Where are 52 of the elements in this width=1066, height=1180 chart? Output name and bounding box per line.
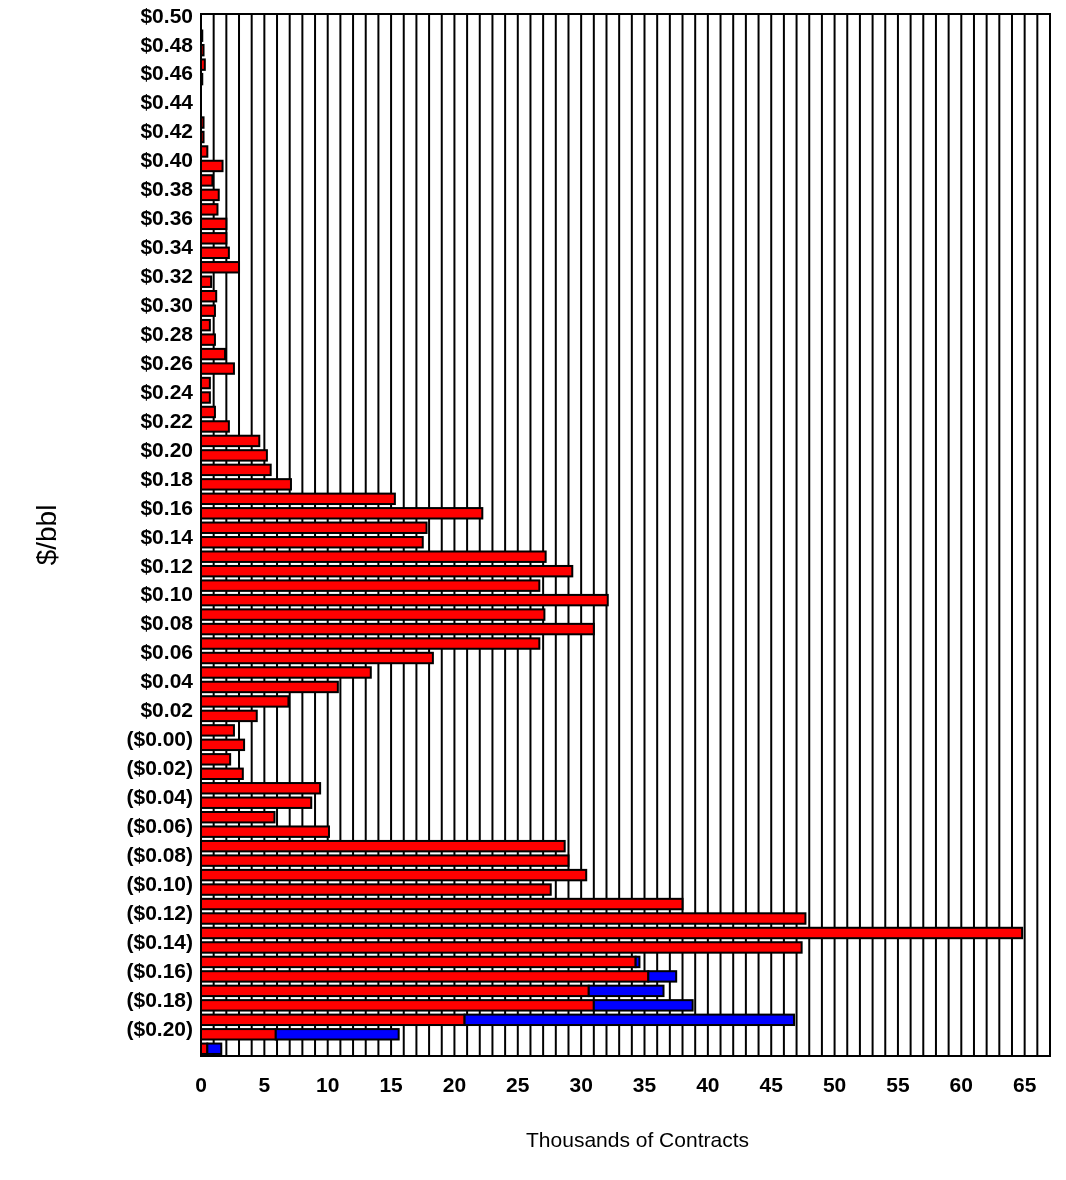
x-tick-label: 50	[822, 1073, 847, 1096]
y-tick-label: $0.10	[140, 582, 193, 606]
y-tick-label: ($0.12)	[126, 900, 193, 924]
y-tick-label: $0.06	[140, 640, 193, 664]
x-tick-label: 40	[696, 1073, 720, 1096]
y-tick-label: $0.28	[140, 321, 194, 345]
y-axis-title: $/bbl	[31, 504, 62, 566]
y-tick-label: $0.40	[140, 148, 193, 172]
y-tick-label: $0.16	[140, 495, 193, 519]
y-tick-label: ($0.20)	[126, 1016, 193, 1040]
y-tick-label: ($0.04)	[126, 785, 193, 809]
y-tick-label: ($0.08)	[126, 842, 193, 866]
y-tick-label: $0.04	[140, 669, 194, 693]
x-tick-label: 60	[949, 1073, 973, 1096]
y-tick-label: $0.46	[140, 61, 193, 85]
x-tick-label: 45	[759, 1073, 784, 1096]
x-tick-label: 35	[632, 1073, 657, 1096]
y-tick-label: ($0.00)	[126, 727, 193, 751]
x-tick-label: 5	[258, 1073, 271, 1096]
y-tick-label: $0.24	[140, 379, 194, 403]
y-tick-label: $0.50	[140, 3, 193, 27]
x-tick-label: 55	[886, 1073, 910, 1096]
y-tick-label: ($0.18)	[126, 987, 193, 1011]
y-tick-label: $0.36	[140, 206, 193, 230]
y-tick-label: $0.42	[140, 119, 193, 143]
y-tick-label: $0.38	[140, 177, 194, 201]
x-axis-title: Thousands of Contracts	[526, 1128, 749, 1151]
y-tick-label: $0.08	[140, 611, 194, 635]
y-tick-label: $0.48	[140, 32, 194, 56]
y-tick-label: $0.14	[140, 524, 194, 548]
y-tick-label: $0.22	[140, 408, 193, 432]
y-tick-label: ($0.10)	[126, 871, 193, 895]
x-tick-label: 20	[442, 1073, 467, 1096]
x-tick-label: 0	[195, 1073, 207, 1096]
y-tick-label: $0.18	[140, 466, 194, 490]
y-tick-label: ($0.06)	[126, 814, 193, 838]
y-tick-label: $0.30	[140, 293, 193, 317]
y-tick-label: ($0.02)	[126, 756, 193, 780]
x-tick-label: 30	[569, 1073, 593, 1096]
y-tick-label: ($0.16)	[126, 958, 193, 982]
y-tick-label: $0.02	[140, 698, 193, 722]
y-tick-label: ($0.14)	[126, 929, 193, 953]
y-tick-label: $0.26	[140, 350, 193, 374]
y-tick-label: $0.34	[140, 235, 194, 259]
x-tick-label: 10	[316, 1073, 340, 1096]
x-tick-label: 25	[506, 1073, 530, 1096]
y-tick-label: $0.32	[140, 264, 193, 288]
x-tick-label: 65	[1012, 1073, 1037, 1096]
y-tick-label: $0.20	[140, 437, 193, 461]
x-tick-label: 15	[379, 1073, 404, 1096]
y-tick-label: $0.12	[140, 553, 193, 577]
y-tick-label: $0.44	[140, 90, 194, 114]
